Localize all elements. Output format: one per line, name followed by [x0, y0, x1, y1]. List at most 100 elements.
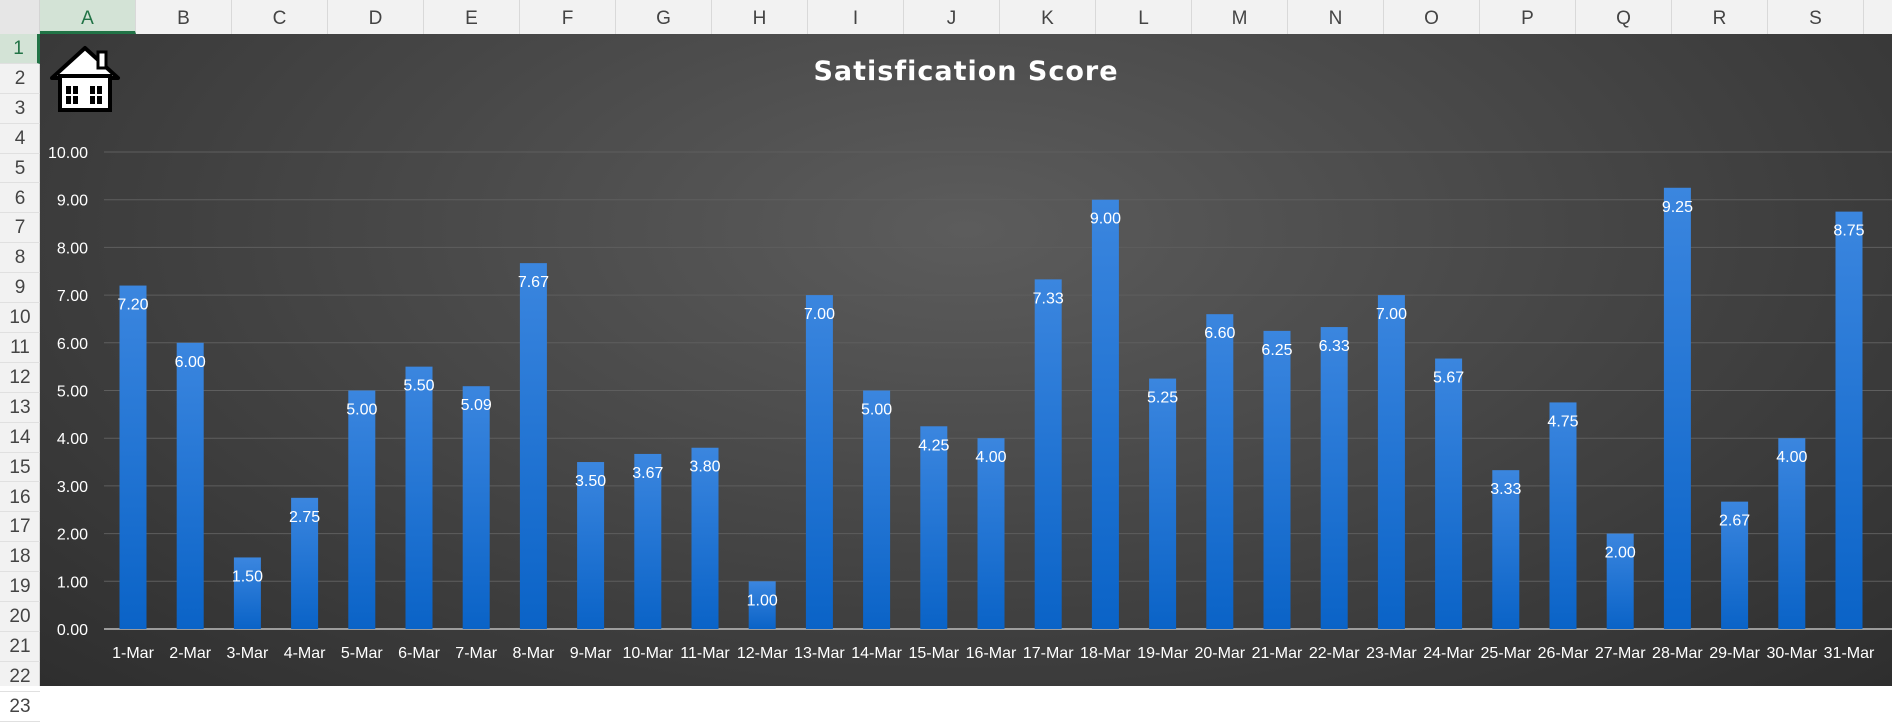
row-header-4[interactable]: 4 [0, 124, 40, 154]
x-tick-label: 17-Mar [1023, 645, 1074, 662]
chart-area[interactable]: 0.00 1.00 2.00 3.00 4.00 5.00 6.00 7.00 8.00 9.00… [40, 34, 1892, 686]
column-header-e[interactable]: E [424, 0, 520, 34]
bar-9-mar[interactable] [577, 462, 605, 629]
column-header-c[interactable]: C [232, 0, 328, 34]
column-header-j[interactable]: J [904, 0, 1000, 34]
bar-27-mar[interactable] [1606, 533, 1634, 629]
bar-14-mar[interactable] [863, 390, 891, 630]
bar-19-mar[interactable] [1149, 378, 1177, 629]
column-header-n[interactable]: N [1288, 0, 1384, 34]
column-header-a[interactable]: A [40, 0, 136, 34]
row-header-8[interactable]: 8 [0, 243, 40, 274]
bar-13-mar[interactable] [805, 295, 833, 629]
bar-8-mar[interactable] [519, 263, 547, 629]
row-header-3[interactable]: 3 [0, 94, 40, 124]
bar-15-mar[interactable] [920, 426, 948, 629]
row-header-10[interactable]: 10 [0, 303, 40, 333]
data-label: 4.75 [1547, 413, 1578, 430]
bar-16-mar[interactable] [977, 438, 1005, 629]
x-tick-label: 7-Mar [455, 645, 497, 662]
row-header-2[interactable]: 2 [0, 64, 40, 94]
column-header-h[interactable]: H [712, 0, 808, 34]
bar-25-mar[interactable] [1492, 470, 1520, 629]
bar-24-mar[interactable] [1435, 358, 1463, 629]
y-tick-label: 9.00 [57, 193, 88, 210]
row-header-9[interactable]: 9 [0, 273, 40, 304]
row-header-23[interactable]: 23 [0, 692, 40, 722]
data-label: 2.75 [289, 509, 320, 526]
data-label: 5.25 [1147, 390, 1178, 407]
data-label: 6.00 [175, 354, 206, 371]
bar-2-mar[interactable] [176, 342, 204, 629]
bar-3-mar[interactable] [233, 557, 261, 629]
bar-6-mar[interactable] [405, 366, 433, 629]
row-header-6[interactable]: 6 [0, 184, 40, 214]
bar-11-mar[interactable] [691, 447, 719, 629]
column-header-b[interactable]: B [136, 0, 232, 34]
x-tick-label: 1-Mar [112, 645, 154, 662]
column-header-l[interactable]: L [1096, 0, 1192, 34]
x-tick-label: 30-Mar [1766, 645, 1817, 662]
bar-30-mar[interactable] [1778, 438, 1806, 629]
bar-5-mar[interactable] [348, 390, 376, 630]
bar-20-mar[interactable] [1206, 314, 1234, 629]
data-label: 7.67 [518, 274, 549, 291]
bar-4-mar[interactable] [291, 497, 319, 629]
bar-17-mar[interactable] [1034, 279, 1062, 629]
row-header-16[interactable]: 16 [0, 483, 40, 513]
data-label: 9.25 [1662, 199, 1693, 216]
row-header-11[interactable]: 11 [0, 333, 40, 363]
column-header-m[interactable]: M [1192, 0, 1288, 34]
bar-7-mar[interactable] [462, 386, 490, 629]
bar-26-mar[interactable] [1549, 402, 1577, 629]
row-header-13[interactable]: 13 [0, 393, 40, 423]
y-tick-label: 2.00 [57, 527, 88, 544]
x-tick-label: 20-Mar [1194, 645, 1245, 662]
row-header-18[interactable]: 18 [0, 542, 40, 573]
row-header-14[interactable]: 14 [0, 423, 40, 453]
x-tick-label: 5-Mar [341, 645, 383, 662]
column-header-k[interactable]: K [1000, 0, 1096, 34]
data-label: 9.00 [1090, 211, 1121, 228]
column-header-d[interactable]: D [328, 0, 424, 34]
column-header-o[interactable]: O [1384, 0, 1480, 34]
bar-10-mar[interactable] [634, 453, 662, 629]
row-header-7[interactable]: 7 [0, 213, 40, 244]
column-header-p[interactable]: P [1480, 0, 1576, 34]
x-tick-label: 10-Mar [622, 645, 673, 662]
row-header-5[interactable]: 5 [0, 154, 40, 184]
data-label: 4.25 [918, 437, 949, 454]
data-label: 7.20 [117, 297, 148, 314]
bar-1-mar[interactable] [119, 285, 147, 629]
data-label: 4.00 [975, 449, 1006, 466]
bar-31-mar[interactable] [1835, 211, 1863, 629]
home-icon[interactable] [46, 42, 124, 114]
column-header-i[interactable]: I [808, 0, 904, 34]
column-header-g[interactable]: G [616, 0, 712, 34]
column-header-s[interactable]: S [1768, 0, 1864, 34]
x-tick-label: 8-Mar [513, 645, 555, 662]
bar-23-mar[interactable] [1377, 295, 1405, 629]
bar-22-mar[interactable] [1320, 327, 1348, 629]
column-header-q[interactable]: Q [1576, 0, 1672, 34]
x-tick-label: 9-Mar [570, 645, 612, 662]
row-header-12[interactable]: 12 [0, 363, 40, 393]
bar-29-mar[interactable] [1721, 501, 1749, 629]
row-header-17[interactable]: 17 [0, 512, 40, 543]
row-header-21[interactable]: 21 [0, 632, 40, 662]
y-tick-label: 6.00 [57, 336, 88, 353]
row-header-19[interactable]: 19 [0, 572, 40, 603]
bar-12-mar[interactable] [748, 581, 776, 629]
row-header-20[interactable]: 20 [0, 602, 40, 632]
row-header-15[interactable]: 15 [0, 453, 40, 483]
row-header-1[interactable]: 1 [0, 34, 40, 64]
column-header-f[interactable]: F [520, 0, 616, 34]
column-header-r[interactable]: R [1672, 0, 1768, 34]
bar-21-mar[interactable] [1263, 330, 1291, 629]
data-label: 2.67 [1719, 513, 1750, 530]
x-tick-label: 25-Mar [1480, 645, 1531, 662]
select-all-corner[interactable] [0, 0, 40, 34]
bar-18-mar[interactable] [1091, 199, 1119, 629]
row-header-22[interactable]: 22 [0, 662, 40, 692]
bar-28-mar[interactable] [1663, 187, 1691, 629]
